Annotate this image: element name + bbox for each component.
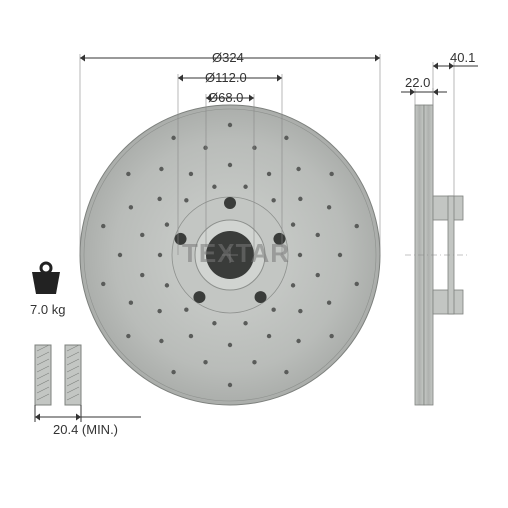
- dim-pcd-label: Ø112.0: [205, 70, 247, 85]
- brand-watermark: TEXTAR: [182, 238, 290, 269]
- dim-outer-label: Ø324: [212, 50, 244, 65]
- dim-width-label: 22.0: [405, 75, 430, 90]
- weight-icon: [32, 263, 60, 294]
- weight-value: 7.0 kg: [30, 302, 65, 317]
- weight-number: 7.0: [30, 302, 48, 317]
- min-thickness-label: 20.4 (MIN.): [53, 422, 118, 437]
- disc-side-view: [405, 105, 468, 405]
- dim-hub-label: Ø68.0: [208, 90, 243, 105]
- weight-unit: kg: [52, 302, 66, 317]
- dim-offset-label: 40.1: [450, 50, 475, 65]
